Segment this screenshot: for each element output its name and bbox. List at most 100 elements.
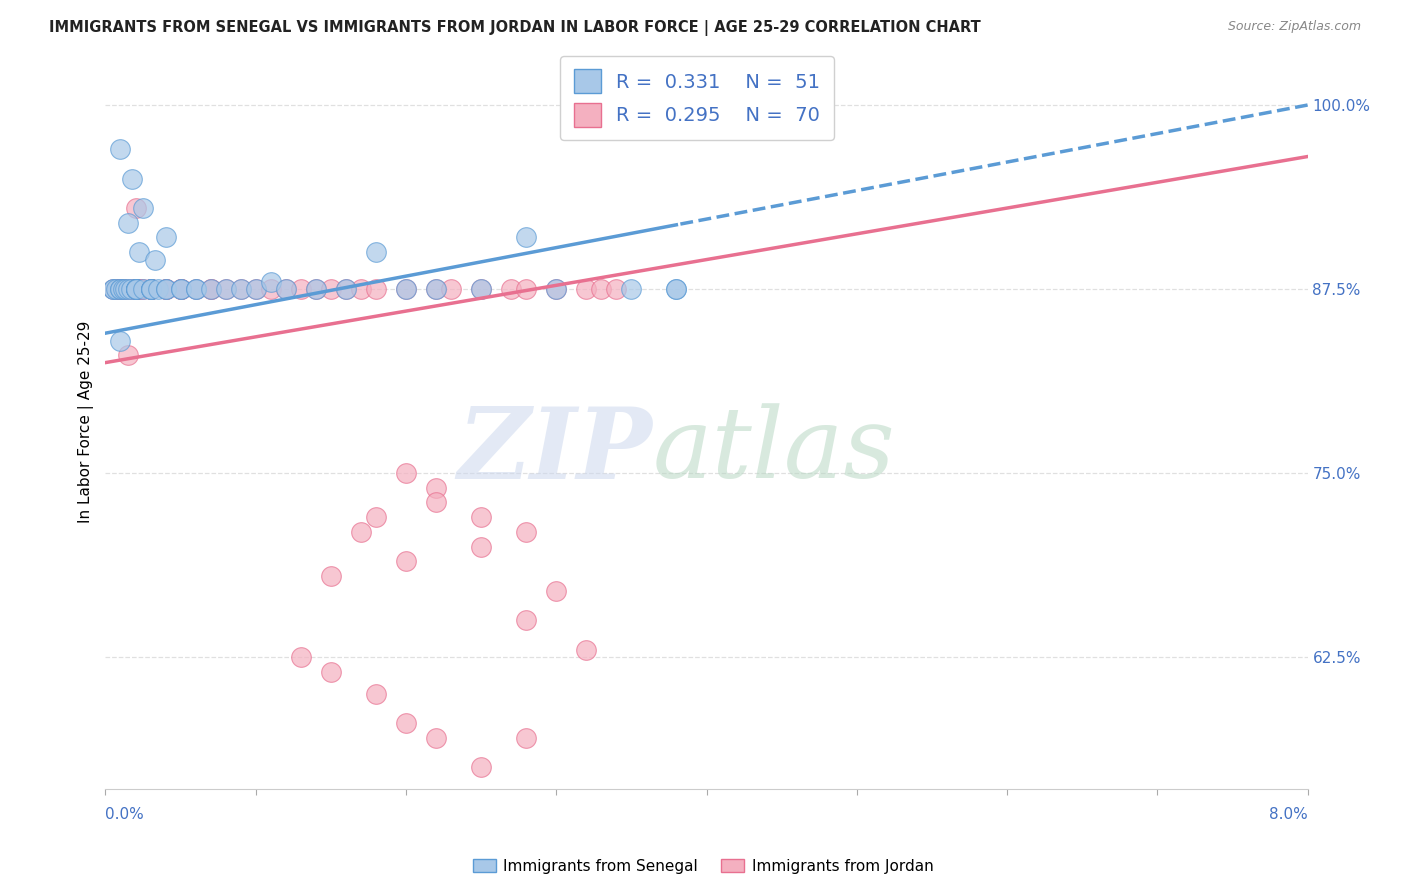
- Point: [132, 282, 155, 296]
- Point: [184, 282, 207, 296]
- Point: [425, 731, 447, 745]
- Point: [101, 282, 124, 296]
- Point: [155, 282, 177, 296]
- Point: [260, 282, 283, 296]
- Point: [139, 282, 162, 296]
- Point: [169, 282, 191, 296]
- Point: [155, 282, 177, 296]
- Point: [274, 282, 297, 296]
- Y-axis label: In Labor Force | Age 25-29: In Labor Force | Age 25-29: [79, 320, 94, 523]
- Point: [665, 282, 688, 296]
- Point: [260, 275, 283, 289]
- Point: [515, 282, 537, 296]
- Point: [124, 282, 146, 296]
- Point: [117, 216, 139, 230]
- Point: [114, 282, 136, 296]
- Point: [470, 510, 492, 524]
- Point: [110, 334, 132, 348]
- Point: [350, 282, 373, 296]
- Point: [305, 282, 328, 296]
- Point: [184, 282, 207, 296]
- Point: [665, 282, 688, 296]
- Point: [184, 282, 207, 296]
- Point: [117, 348, 139, 362]
- Point: [470, 540, 492, 554]
- Point: [364, 282, 387, 296]
- Point: [139, 282, 162, 296]
- Point: [319, 665, 342, 679]
- Point: [515, 731, 537, 745]
- Point: [214, 282, 236, 296]
- Point: [229, 282, 252, 296]
- Point: [139, 282, 162, 296]
- Point: [124, 201, 146, 215]
- Point: [169, 282, 191, 296]
- Point: [395, 466, 418, 480]
- Point: [425, 282, 447, 296]
- Point: [124, 282, 146, 296]
- Point: [319, 569, 342, 583]
- Point: [395, 282, 418, 296]
- Point: [110, 282, 132, 296]
- Point: [200, 282, 222, 296]
- Text: ZIP: ZIP: [457, 402, 652, 500]
- Point: [335, 282, 357, 296]
- Point: [274, 282, 297, 296]
- Point: [128, 282, 150, 296]
- Point: [139, 282, 162, 296]
- Point: [139, 282, 162, 296]
- Point: [155, 282, 177, 296]
- Text: Source: ZipAtlas.com: Source: ZipAtlas.com: [1227, 20, 1361, 33]
- Point: [290, 649, 312, 664]
- Point: [200, 282, 222, 296]
- Point: [101, 282, 124, 296]
- Point: [155, 282, 177, 296]
- Point: [546, 583, 568, 598]
- Point: [104, 282, 127, 296]
- Point: [104, 282, 127, 296]
- Text: 0.0%: 0.0%: [105, 807, 145, 822]
- Point: [515, 230, 537, 244]
- Point: [132, 201, 155, 215]
- Point: [470, 282, 492, 296]
- Text: atlas: atlas: [652, 403, 896, 499]
- Point: [110, 282, 132, 296]
- Point: [146, 282, 169, 296]
- Point: [124, 282, 146, 296]
- Point: [395, 282, 418, 296]
- Point: [515, 613, 537, 627]
- Legend: R =  0.331    N =  51, R =  0.295    N =  70: R = 0.331 N = 51, R = 0.295 N = 70: [560, 56, 834, 140]
- Point: [124, 282, 146, 296]
- Point: [124, 282, 146, 296]
- Point: [305, 282, 328, 296]
- Point: [143, 252, 166, 267]
- Point: [546, 282, 568, 296]
- Point: [128, 245, 150, 260]
- Point: [515, 524, 537, 539]
- Point: [114, 282, 136, 296]
- Point: [128, 282, 150, 296]
- Point: [395, 716, 418, 731]
- Point: [200, 282, 222, 296]
- Point: [395, 554, 418, 568]
- Point: [169, 282, 191, 296]
- Text: 8.0%: 8.0%: [1268, 807, 1308, 822]
- Point: [425, 282, 447, 296]
- Point: [425, 495, 447, 509]
- Point: [124, 282, 146, 296]
- Point: [290, 282, 312, 296]
- Point: [364, 510, 387, 524]
- Point: [101, 282, 124, 296]
- Point: [121, 171, 143, 186]
- Point: [169, 282, 191, 296]
- Point: [110, 282, 132, 296]
- Text: IMMIGRANTS FROM SENEGAL VS IMMIGRANTS FROM JORDAN IN LABOR FORCE | AGE 25-29 COR: IMMIGRANTS FROM SENEGAL VS IMMIGRANTS FR…: [49, 20, 981, 36]
- Point: [169, 282, 191, 296]
- Point: [335, 282, 357, 296]
- Point: [139, 282, 162, 296]
- Point: [364, 687, 387, 701]
- Point: [425, 481, 447, 495]
- Point: [110, 142, 132, 156]
- Point: [501, 282, 523, 296]
- Point: [470, 282, 492, 296]
